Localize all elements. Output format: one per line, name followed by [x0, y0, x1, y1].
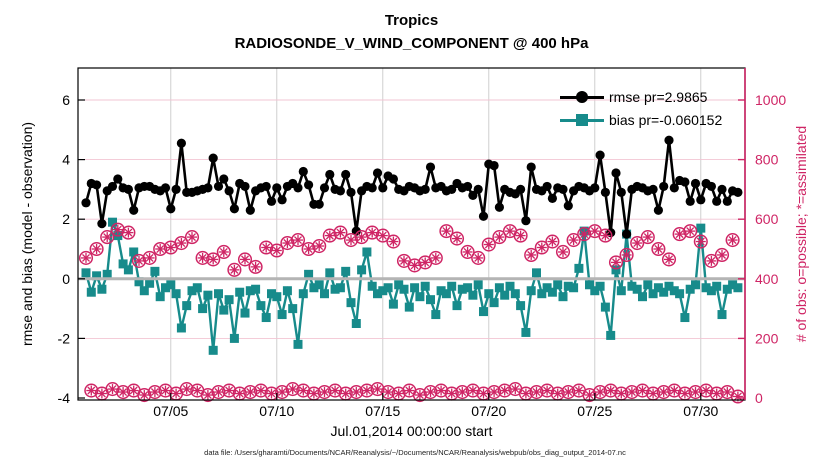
legend-entry-bias: bias pr=-0.060152 [560, 108, 722, 131]
svg-text:07/15: 07/15 [365, 403, 400, 419]
svg-text:6: 6 [62, 92, 70, 108]
svg-text:07/30: 07/30 [683, 403, 718, 419]
left-y-axis-label: rmse and bias (model - observation) [19, 121, 35, 347]
svg-text:2: 2 [62, 211, 70, 227]
svg-text:0: 0 [62, 271, 70, 287]
legend-bias-label: bias pr=-0.060152 [609, 111, 723, 128]
legend: rmse pr=2.9865 bias pr=-0.060152 [560, 85, 722, 131]
legend-rmse-label: rmse pr=2.9865 [609, 88, 708, 105]
svg-text:07/25: 07/25 [577, 403, 612, 419]
svg-text:07/20: 07/20 [471, 403, 506, 419]
svg-text:400: 400 [755, 271, 779, 287]
svg-text:4: 4 [62, 152, 70, 168]
svg-text:1000: 1000 [755, 92, 786, 108]
rmse-line-marker-icon [560, 90, 604, 103]
data-file-caption: data file: /Users/gharamti/Documents/NCA… [204, 448, 626, 457]
svg-text:07/10: 07/10 [259, 403, 294, 419]
svg-text:800: 800 [755, 152, 779, 168]
svg-text:200: 200 [755, 330, 779, 346]
svg-text:0: 0 [755, 390, 763, 406]
chart-subtitle: RADIOSONDE_V_WIND_COMPONENT @ 400 hPa [234, 35, 589, 52]
chart-title: Tropics [384, 12, 439, 29]
svg-text:-2: -2 [58, 330, 71, 346]
bias-line-marker-icon [560, 113, 604, 126]
legend-entry-rmse: rmse pr=2.9865 [560, 85, 722, 108]
svg-text:07/05: 07/05 [153, 403, 188, 419]
svg-text:600: 600 [755, 211, 779, 227]
right-y-axis-label: # of obs: o=possible; *=assimilated [793, 125, 809, 343]
svg-text:-4: -4 [58, 390, 71, 406]
x-axis-label: Jul.01,2014 00:00:00 start [330, 423, 493, 439]
